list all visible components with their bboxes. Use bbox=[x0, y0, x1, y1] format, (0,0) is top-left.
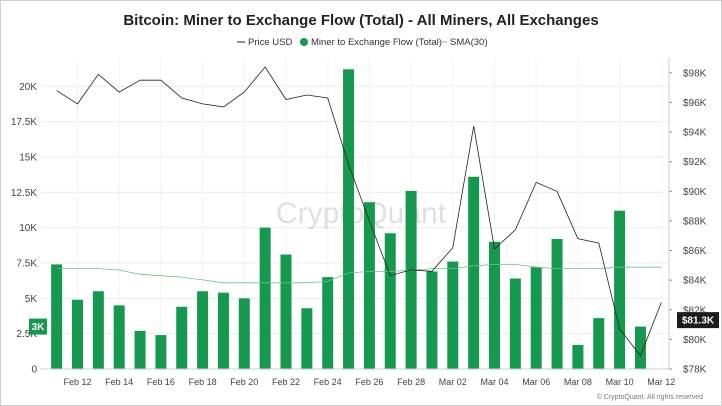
left-tick-label: 5K bbox=[25, 294, 38, 305]
right-tick-label: $94K bbox=[683, 128, 707, 139]
left-tick-label: 15K bbox=[19, 152, 37, 163]
x-tick-label: Mar 10 bbox=[606, 377, 634, 387]
flow-bar bbox=[634, 326, 646, 369]
flow-bar bbox=[217, 292, 229, 369]
flow-bar bbox=[238, 298, 250, 369]
left-tick-label: 0 bbox=[31, 365, 37, 376]
left-tick-label: 7.5K bbox=[16, 258, 37, 269]
x-tick-label: Feb 20 bbox=[230, 377, 258, 387]
left-tick-label: 20K bbox=[19, 82, 37, 93]
flow-bar bbox=[113, 305, 125, 369]
flow-bar bbox=[259, 227, 271, 369]
right-marker-box bbox=[677, 312, 719, 329]
flow-bar bbox=[593, 318, 605, 369]
x-tick-label: Feb 24 bbox=[314, 377, 342, 387]
current-value-markers: 3K $81.3K bbox=[29, 312, 719, 335]
left-tick-label: 10K bbox=[19, 223, 37, 234]
sma-line bbox=[56, 264, 662, 284]
flow-bar bbox=[72, 299, 83, 369]
flow-bar bbox=[363, 202, 375, 369]
flow-bar bbox=[530, 267, 542, 369]
x-axis-ticks: Feb 12 Feb 14 Feb 16 Feb 18 Feb 20 Feb 22 Feb … bbox=[63, 377, 675, 387]
copyright: © CryptoQuant. All rights reserved bbox=[597, 393, 703, 401]
left-marker-label: 3K bbox=[32, 322, 46, 333]
price-line bbox=[56, 66, 662, 357]
left-axis-ticks: 0 2.5K 5K 7.5K 10K 12.5K 15K 17.5K 20K bbox=[11, 82, 38, 376]
x-tick-label: Mar 06 bbox=[522, 377, 550, 387]
watermark: CryptoQuant bbox=[276, 197, 447, 230]
flow-bar bbox=[551, 238, 563, 369]
right-tick-label: $96K bbox=[683, 98, 707, 109]
flow-bar bbox=[134, 330, 146, 369]
flow-bar bbox=[155, 335, 167, 369]
flow-bar bbox=[509, 278, 521, 369]
axes bbox=[41, 58, 672, 370]
right-marker-label: $81.3K bbox=[682, 316, 715, 327]
flow-bar bbox=[280, 254, 292, 369]
right-tick-label: $86K bbox=[683, 246, 707, 257]
flow-bar bbox=[489, 241, 500, 369]
x-tick-label: Mar 12 bbox=[647, 377, 675, 387]
right-tick-label: $88K bbox=[683, 216, 707, 227]
right-tick-label: $98K bbox=[683, 68, 707, 79]
legend-flow-swatch bbox=[300, 38, 308, 46]
flow-bar bbox=[405, 190, 417, 369]
x-tick-label: Feb 28 bbox=[397, 377, 425, 387]
legend-sma-label: SMA(30) bbox=[450, 37, 487, 48]
right-tick-label: $78K bbox=[683, 365, 707, 376]
right-tick-label: $90K bbox=[683, 187, 707, 198]
right-axis-ticks: $78K $80K $82K $84K $86K $88K $90K $92K $94K $96K… bbox=[683, 68, 707, 375]
right-tick-label: $80K bbox=[683, 335, 707, 346]
x-tick-label: Feb 18 bbox=[189, 377, 217, 387]
flow-bar bbox=[322, 277, 334, 369]
legend: Price USD Miner to Exchange Flow (Total)… bbox=[237, 37, 487, 48]
left-tick-label: 12.5K bbox=[11, 188, 37, 199]
flow-bar bbox=[447, 261, 459, 369]
bars bbox=[51, 69, 646, 370]
flow-bar bbox=[197, 291, 209, 369]
flow-bar bbox=[614, 210, 626, 369]
flow-bar bbox=[301, 308, 313, 369]
x-tick-label: Mar 08 bbox=[564, 377, 592, 387]
right-tick-label: $92K bbox=[683, 157, 707, 168]
legend-price-label: Price USD bbox=[248, 37, 292, 48]
flow-bar bbox=[572, 344, 584, 369]
right-tick-label: $84K bbox=[683, 276, 707, 287]
flow-bar bbox=[176, 306, 188, 369]
right-tick-label: $82K bbox=[683, 305, 707, 316]
left-tick-label: 17.5K bbox=[11, 117, 37, 128]
flow-bar bbox=[426, 271, 438, 369]
flow-bar bbox=[51, 264, 63, 369]
chart-title: Bitcoin: Miner to Exchange Flow (Total) … bbox=[123, 12, 598, 29]
x-tick-label: Feb 16 bbox=[147, 377, 175, 387]
x-tick-label: Feb 26 bbox=[355, 377, 383, 387]
x-tick-label: Feb 22 bbox=[272, 377, 300, 387]
x-tick-label: Mar 02 bbox=[439, 377, 467, 387]
flow-bar bbox=[343, 69, 355, 370]
x-tick-label: Feb 14 bbox=[105, 377, 133, 387]
x-tick-label: Mar 04 bbox=[480, 377, 508, 387]
left-marker-box bbox=[29, 318, 47, 335]
flow-bar bbox=[92, 291, 104, 369]
left-tick-label: 2.5K bbox=[16, 329, 37, 340]
legend-flow-label: Miner to Exchange Flow (Total) bbox=[311, 37, 442, 48]
flow-bar bbox=[468, 176, 480, 369]
x-tick-label: Feb 12 bbox=[63, 377, 91, 387]
flow-bar bbox=[384, 233, 396, 369]
